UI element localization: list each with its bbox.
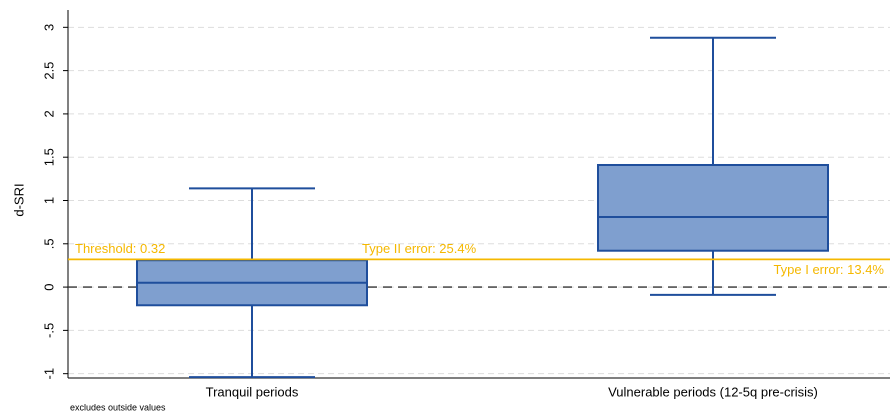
x-tick-label: Vulnerable periods (12-5q pre-crisis) — [608, 384, 818, 399]
annotation: Type II error: 25.4% — [362, 241, 477, 256]
x-tick-label: Tranquil periods — [206, 384, 299, 399]
y-tick-label: 2.5 — [41, 62, 56, 80]
y-tick-label: 1.5 — [41, 148, 56, 166]
annotation: Type I error: 13.4% — [773, 262, 884, 277]
y-tick-label: -1 — [41, 368, 56, 380]
threshold-label: Threshold: 0.32 — [75, 241, 165, 256]
y-tick-label: 3 — [41, 24, 56, 31]
y-axis-label: d-SRI — [11, 183, 26, 216]
y-tick-label: 2 — [41, 110, 56, 117]
y-tick-label: .5 — [41, 238, 56, 249]
y-tick-label: 1 — [41, 197, 56, 204]
footnote: excludes outside values — [70, 402, 166, 412]
y-tick-label: 0 — [41, 283, 56, 290]
box — [597, 163, 829, 252]
y-tick-label: -.5 — [41, 323, 56, 338]
